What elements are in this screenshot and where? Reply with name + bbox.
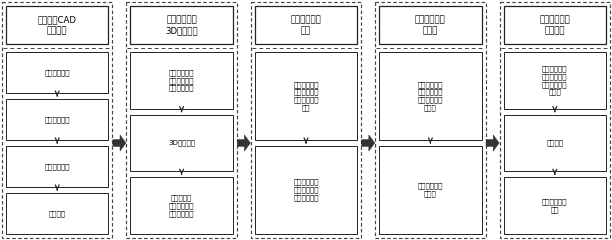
Bar: [255, 52, 357, 140]
Bar: [379, 52, 482, 140]
Bar: [504, 52, 606, 109]
Bar: [255, 146, 357, 234]
Text: 安装金属冷却
管道: 安装金属冷却 管道: [291, 15, 321, 35]
Bar: [375, 2, 485, 238]
Text: 静置固化: 静置固化: [547, 140, 563, 146]
Bar: [504, 177, 606, 234]
Polygon shape: [362, 135, 375, 151]
Text: 模具型壳内部
填充固化: 模具型壳内部 填充固化: [539, 15, 570, 35]
Bar: [130, 177, 233, 234]
Text: 后处理：清
洗、去支撑、
后固化、打磨: 后处理：清 洗、去支撑、 后固化、打磨: [169, 194, 195, 217]
Text: 制备金属树脂
混合物: 制备金属树脂 混合物: [415, 15, 446, 35]
Bar: [499, 2, 610, 238]
Text: 建立叶轮模型: 建立叶轮模型: [45, 69, 70, 76]
Bar: [255, 6, 357, 44]
Bar: [6, 99, 108, 140]
Text: 制得快速压蜡
模具: 制得快速压蜡 模具: [542, 198, 567, 213]
Bar: [2, 2, 113, 238]
Text: 冷却管道中间
部分固定安装
在支撑结构上: 冷却管道中间 部分固定安装 在支撑结构上: [293, 179, 319, 201]
Bar: [504, 6, 606, 44]
Text: 抽取模具元件: 抽取模具元件: [45, 116, 70, 123]
Text: 模具结构CAD
优化设计: 模具结构CAD 优化设计: [38, 15, 76, 35]
Text: 混合并快速搅
拌均匀: 混合并快速搅 拌均匀: [417, 183, 443, 197]
Polygon shape: [486, 135, 499, 151]
Polygon shape: [237, 135, 250, 151]
Text: 金属树脂混合
物倒入树脂模
具型壳内部空
腔结构: 金属树脂混合 物倒入树脂模 具型壳内部空 腔结构: [542, 65, 567, 96]
Bar: [6, 6, 108, 44]
Bar: [504, 115, 606, 171]
Text: 前处理：造型
方向定位、设
计支撑、分层: 前处理：造型 方向定位、设 计支撑、分层: [169, 69, 195, 91]
Bar: [130, 6, 233, 44]
Bar: [379, 6, 482, 44]
Text: 抽壳设计: 抽壳设计: [49, 210, 65, 217]
Bar: [130, 52, 233, 109]
Text: 定量称取环氧
树脂、环氧固
化剂及金属粉
末备用: 定量称取环氧 树脂、环氧固 化剂及金属粉 末备用: [417, 81, 443, 111]
Text: 3D打印成形: 3D打印成形: [168, 140, 195, 146]
Bar: [6, 146, 108, 187]
Bar: [130, 115, 233, 171]
Text: 结构优化设计: 结构优化设计: [45, 163, 70, 170]
Bar: [6, 193, 108, 234]
Text: 树脂模具型壳
3D打印成形: 树脂模具型壳 3D打印成形: [165, 15, 198, 35]
Bar: [251, 2, 361, 238]
Bar: [379, 146, 482, 234]
Bar: [127, 2, 237, 238]
Bar: [6, 52, 108, 93]
Text: 冷却管道两端
从树脂型壳内
部向外插入安
装孔: 冷却管道两端 从树脂型壳内 部向外插入安 装孔: [293, 81, 319, 111]
Polygon shape: [113, 135, 126, 151]
